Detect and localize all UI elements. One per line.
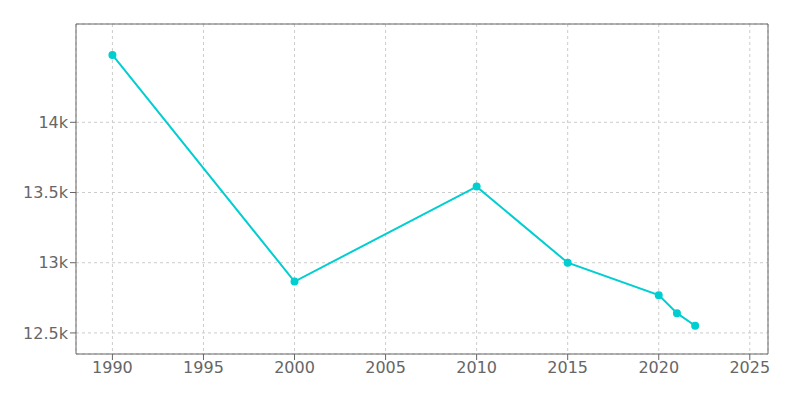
svg-text:14k: 14k (38, 113, 68, 132)
svg-text:13k: 13k (38, 253, 68, 272)
svg-text:2000: 2000 (274, 358, 315, 377)
svg-text:1990: 1990 (92, 358, 133, 377)
svg-text:2015: 2015 (547, 358, 588, 377)
svg-text:2005: 2005 (365, 358, 406, 377)
svg-text:1995: 1995 (183, 358, 224, 377)
svg-text:2010: 2010 (456, 358, 497, 377)
svg-text:2025: 2025 (729, 358, 770, 377)
svg-text:13.5k: 13.5k (23, 183, 69, 202)
svg-text:2020: 2020 (638, 358, 679, 377)
svg-text:12.5k: 12.5k (23, 324, 69, 343)
